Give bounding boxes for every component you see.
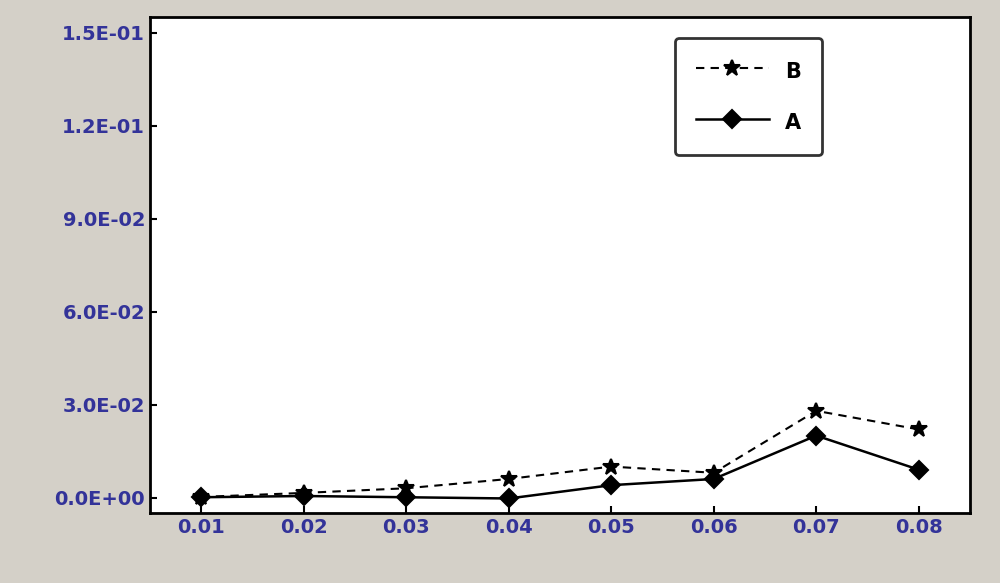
Line: A: A	[195, 429, 925, 505]
Line: B: B	[193, 402, 927, 505]
A	[913, 466, 925, 473]
B	[708, 469, 720, 476]
A	[298, 493, 310, 500]
B	[503, 476, 515, 483]
B	[810, 408, 822, 415]
A	[810, 432, 822, 439]
A	[195, 494, 207, 501]
B	[913, 426, 925, 433]
B	[400, 485, 412, 492]
B	[195, 493, 207, 500]
B	[605, 463, 617, 470]
A	[503, 495, 515, 502]
A	[400, 494, 412, 501]
A	[605, 482, 617, 489]
Legend: B, A: B, A	[675, 38, 822, 155]
A	[708, 476, 720, 483]
B	[298, 489, 310, 496]
